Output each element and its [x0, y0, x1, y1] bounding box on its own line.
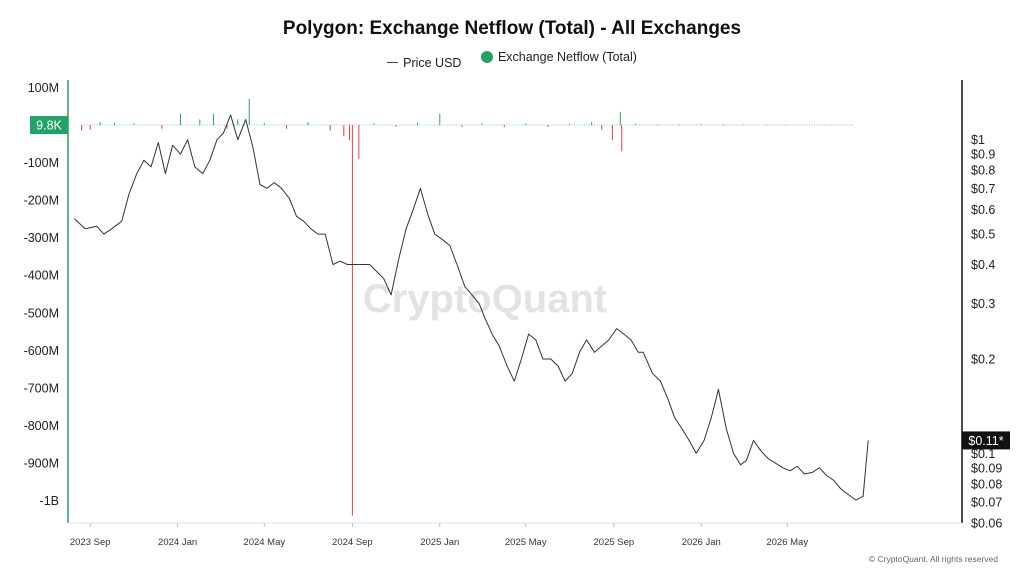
right-tick-label: $0.7	[971, 182, 995, 196]
legend-label-netflow: Exchange Netflow (Total)	[497, 50, 637, 64]
price-current-value: $0.11*	[968, 434, 1003, 448]
x-tick-label: 2024 Jan	[158, 537, 197, 548]
right-tick-label: $1	[971, 133, 985, 147]
right-tick-label: $0.08	[971, 477, 1002, 491]
right-tick-label: $0.2	[971, 352, 995, 366]
left-tick-label: -600M	[24, 344, 59, 358]
x-tick-label: 2026 May	[766, 537, 808, 548]
x-tick-label: 2024 Sep	[332, 537, 373, 548]
left-tick-label: -800M	[24, 419, 59, 433]
legend-item-netflow[interactable]: Exchange Netflow (Total)	[480, 50, 637, 64]
copyright-text: © CryptoQuant. All rights reserved	[868, 554, 998, 564]
left-tick-label: -500M	[24, 306, 59, 320]
left-tick-label: 100M	[28, 81, 59, 95]
left-tick-label: -200M	[24, 194, 59, 208]
x-tick-label: 2025 Jan	[420, 537, 459, 548]
right-tick-label: $0.09	[971, 461, 1002, 475]
right-tick-label: $0.1	[971, 447, 995, 461]
left-tick-label: -300M	[24, 231, 59, 245]
left-tick-label: -1B	[40, 494, 59, 508]
right-tick-label: $0.5	[971, 228, 995, 242]
x-tick-label: 2025 May	[505, 537, 547, 548]
left-tick-label: -400M	[24, 269, 59, 283]
price-current-badge	[962, 431, 1010, 450]
netflow-current-value: 9.8K	[36, 119, 62, 133]
right-tick-label: $0.6	[971, 203, 995, 217]
x-tick-label: 2025 Sep	[594, 537, 635, 548]
x-tick-label: 2024 May	[243, 537, 285, 548]
right-tick-label: $0.3	[971, 297, 995, 311]
watermark-text: CryptoQuant	[363, 277, 607, 321]
left-tick-label: -700M	[24, 381, 59, 395]
left-tick-label: -100M	[24, 156, 59, 170]
legend-line-icon	[387, 62, 399, 63]
chart-legend: Price USD Exchange Netflow (Total)	[0, 50, 1024, 70]
left-tick-label: -900M	[24, 456, 59, 470]
right-tick-label: $0.4	[971, 258, 995, 272]
right-tick-label: $0.9	[971, 148, 995, 162]
chart-title: Polygon: Exchange Netflow (Total) - All …	[282, 18, 742, 39]
legend-label-price: Price USD	[403, 55, 462, 70]
right-tick-label: $0.07	[971, 495, 1002, 509]
x-tick-label: 2026 Jan	[682, 537, 721, 548]
right-tick-label: $0.8	[971, 164, 995, 178]
netflow-current-badge	[30, 116, 68, 135]
legend-dot-icon	[480, 51, 493, 63]
x-tick-label: 2023 Sep	[70, 537, 111, 548]
legend-item-price[interactable]: Price USD	[387, 56, 461, 70]
right-tick-label: $0.06	[971, 517, 1002, 531]
price-line	[74, 114, 869, 501]
